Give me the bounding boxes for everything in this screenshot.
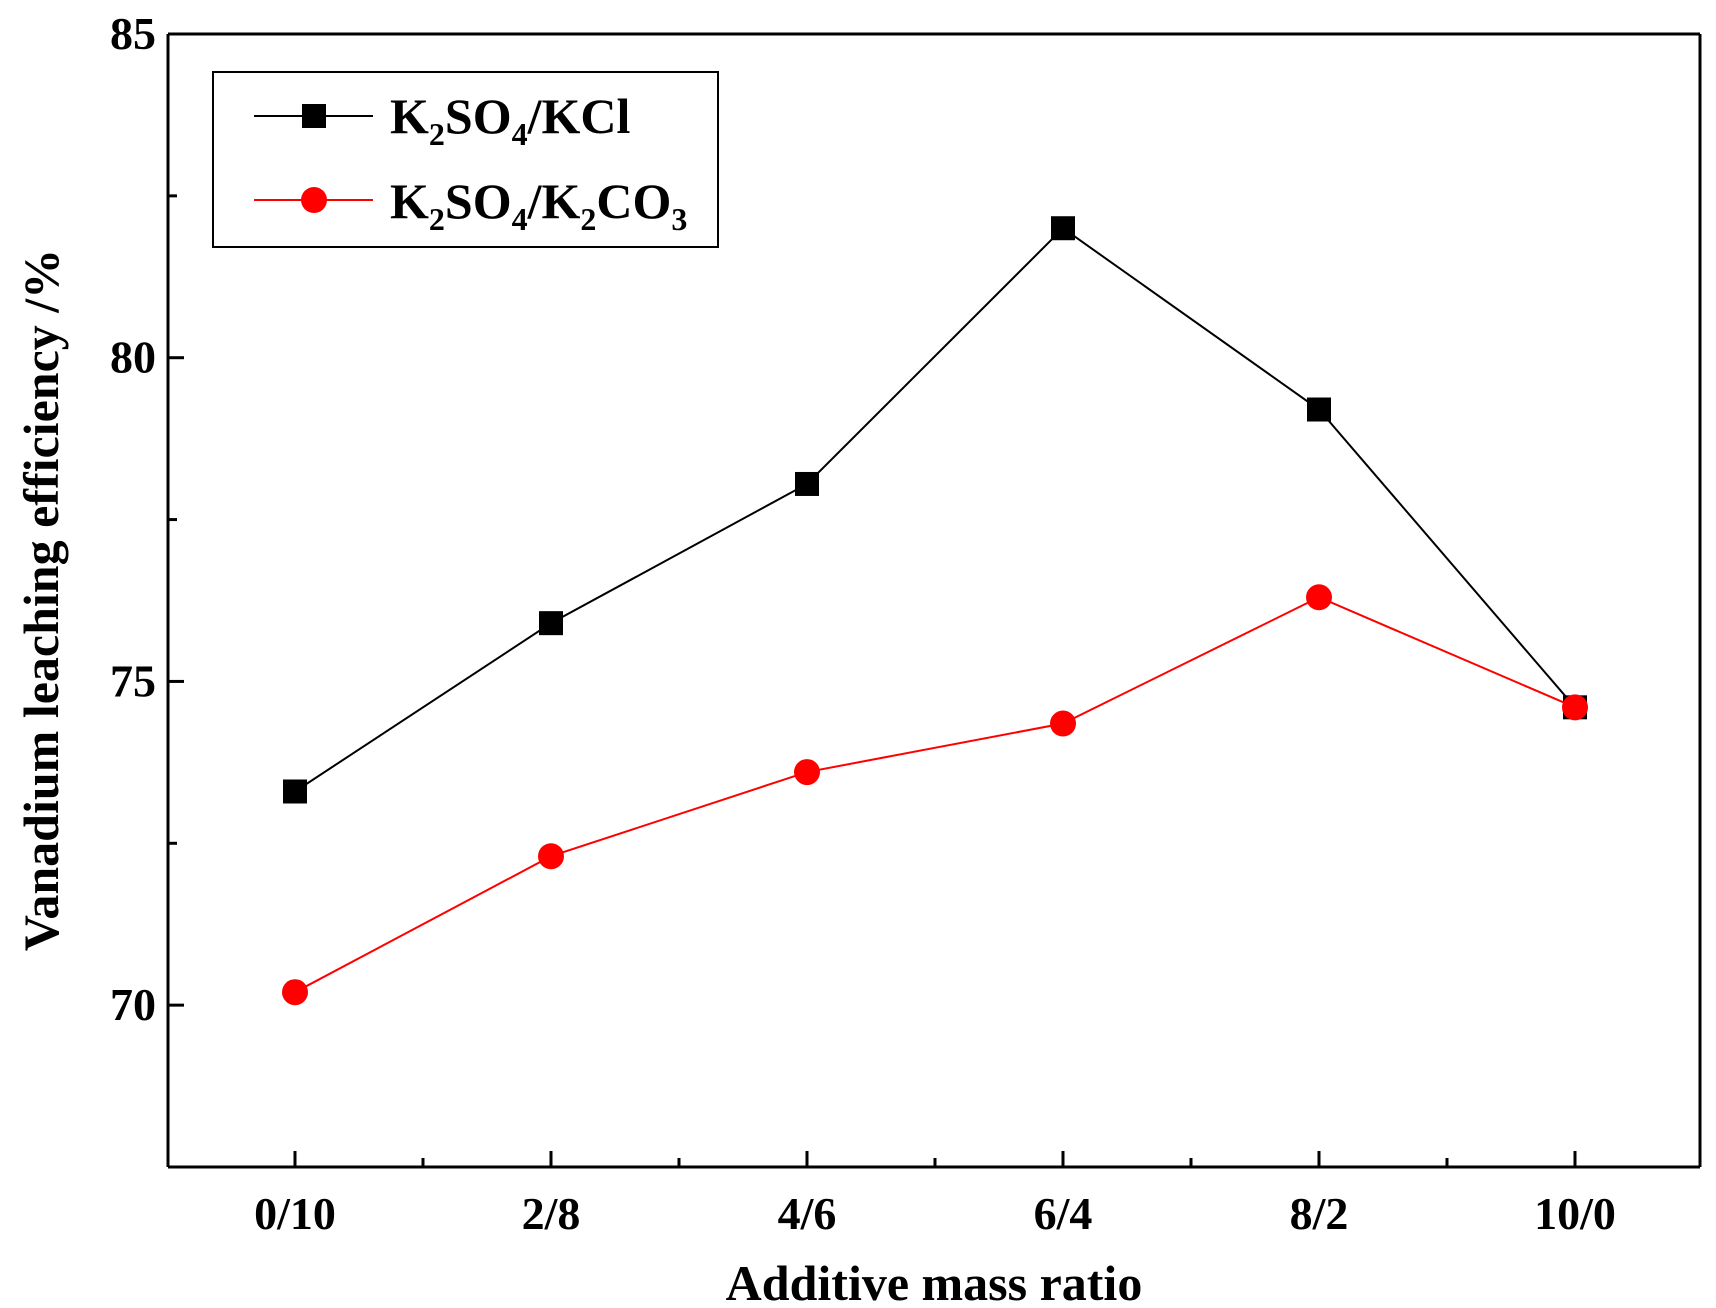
data-point [1562,694,1588,721]
legend-box [212,71,719,248]
x-tick-label: 8/2 [1290,1188,1349,1239]
data-point [1307,397,1331,422]
y-tick-label: 70 [110,979,156,1030]
legend-entry-1: K2SO4/K2CO3 [254,173,687,237]
y-tick-label: 75 [110,655,156,706]
legend-marker-0 [302,104,326,128]
data-point [1050,710,1076,737]
y-tick-label: 85 [110,8,156,59]
series-line-0 [294,226,1576,793]
series-line-1 [294,596,1576,994]
x-axis-ticks: 0/10 2/8 4/6 6/4 8/2 10/0 [254,1151,1616,1239]
legend-marker-1 [301,187,327,213]
x-tick-label: 6/4 [1034,1188,1093,1239]
legend-label-1: K2SO4/K2CO3 [390,173,687,237]
data-point [1051,216,1075,241]
x-tick-label: 4/6 [778,1188,837,1239]
x-tick-label: 10/0 [1534,1188,1616,1239]
legend-label-0: K2SO4/KCl [390,88,631,152]
data-point [539,611,563,636]
data-point [282,979,308,1006]
series-0 [283,216,1587,804]
series-1 [282,584,1588,1006]
x-tick-label: 2/8 [522,1188,581,1239]
data-point [283,779,307,804]
data-point [1306,584,1332,611]
legend-entry-0: K2SO4/KCl [254,88,631,152]
data-point [795,471,819,496]
x-tick-label: 0/10 [254,1188,336,1239]
series-layer [282,216,1588,1006]
y-axis-title: Vanadium leaching efficiency /% [13,249,69,951]
data-point [538,843,564,870]
y-tick-label: 80 [110,332,156,383]
y-axis-ticks: 70 75 80 85 [110,8,184,1030]
x-axis-title: Additive mass ratio [726,1255,1143,1308]
data-point [794,759,820,786]
legend: K2SO4/KCl K2SO4/K2CO3 [212,71,719,248]
